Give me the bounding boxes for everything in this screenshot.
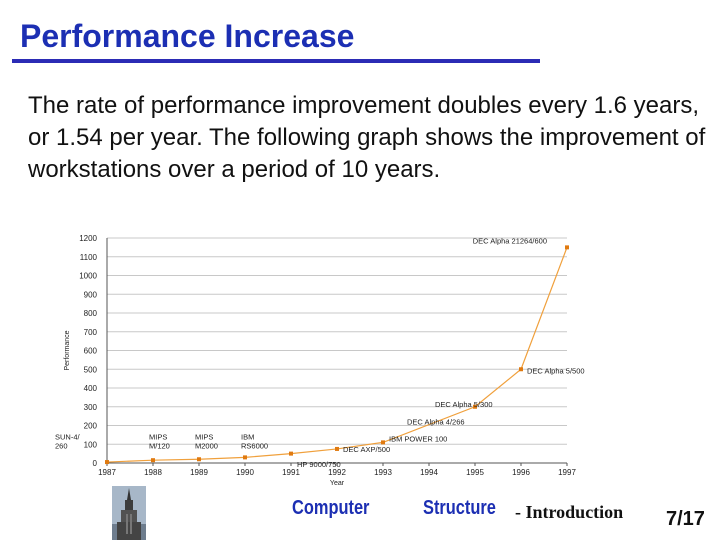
x-tick-label: 1994 [420,468,438,477]
y-tick-label: 200 [84,422,98,431]
y-tick-label: 1200 [79,234,97,243]
y-tick-label: 600 [84,347,98,356]
data-point [151,458,155,463]
series-line [106,247,568,463]
x-tick-label: 1991 [282,468,300,477]
data-point [243,455,247,460]
y-tick-label: 1100 [80,253,98,262]
y-tick-label: 300 [84,403,98,412]
y-axis-title: Performance [64,330,71,370]
chart-annotation: DEC AXP/500 [343,445,390,454]
x-tick-label: 1990 [236,468,254,477]
y-tick-label: 1000 [79,272,97,281]
chart-annotation: DEC Alpha 21264/600 [473,236,547,245]
y-tick-label: 500 [84,365,98,374]
chart-annotation: DEC Alpha 5/500 [527,366,585,375]
x-tick-label: 1995 [466,468,484,477]
chart-annotation: IBM POWER 100 [389,434,447,443]
x-tick-label: 1993 [374,468,392,477]
x-tick-label: 1992 [328,468,346,477]
chart-annotation: DEC Alpha 5/300 [435,400,493,409]
data-point [197,457,201,462]
y-tick-label: 700 [84,328,98,337]
chart-annotation: DEC Alpha 4/266 [407,417,465,426]
chart-annotation: MIPS M/120 [149,433,170,451]
chart-annotation: MIPS M2000 [195,433,218,451]
data-point [335,446,339,451]
building-logo-icon [112,486,146,540]
data-point [289,451,293,456]
chart-annotation: IBM RS6000 [241,433,268,451]
data-point [519,367,523,372]
x-axis-title: Year [330,480,345,486]
chart-annotation: SUN-4/260 [55,433,81,451]
x-tick-label: 1987 [98,468,116,477]
data-point [565,245,569,250]
y-tick-label: 400 [84,384,98,393]
data-point [473,404,477,409]
data-point [105,460,109,465]
x-tick-label: 1997 [558,468,576,477]
slide-title: Performance Increase [20,18,355,54]
page-number: 7/17 [666,508,705,530]
y-tick-label: 800 [84,309,98,318]
chart-annotation: HP 9000/750 [297,460,341,469]
x-tick-label: 1996 [512,468,530,477]
data-point [381,440,385,445]
x-tick-label: 1988 [144,468,162,477]
footer-introduction: - Introduction [515,502,624,522]
footer-word-computer: Computer [292,497,370,519]
slide-body-text: The rate of performance improvement doub… [28,92,706,183]
y-tick-label: 100 [84,440,98,449]
title-underline [12,59,540,63]
y-tick-label: 900 [84,290,98,299]
footer-word-structure: Structure [423,497,496,519]
y-tick-label: 0 [93,459,98,468]
x-tick-label: 1989 [190,468,208,477]
performance-chart: 0 100 200 300 400 500 600 700 800 900 1000 1100 1200… [55,234,585,486]
